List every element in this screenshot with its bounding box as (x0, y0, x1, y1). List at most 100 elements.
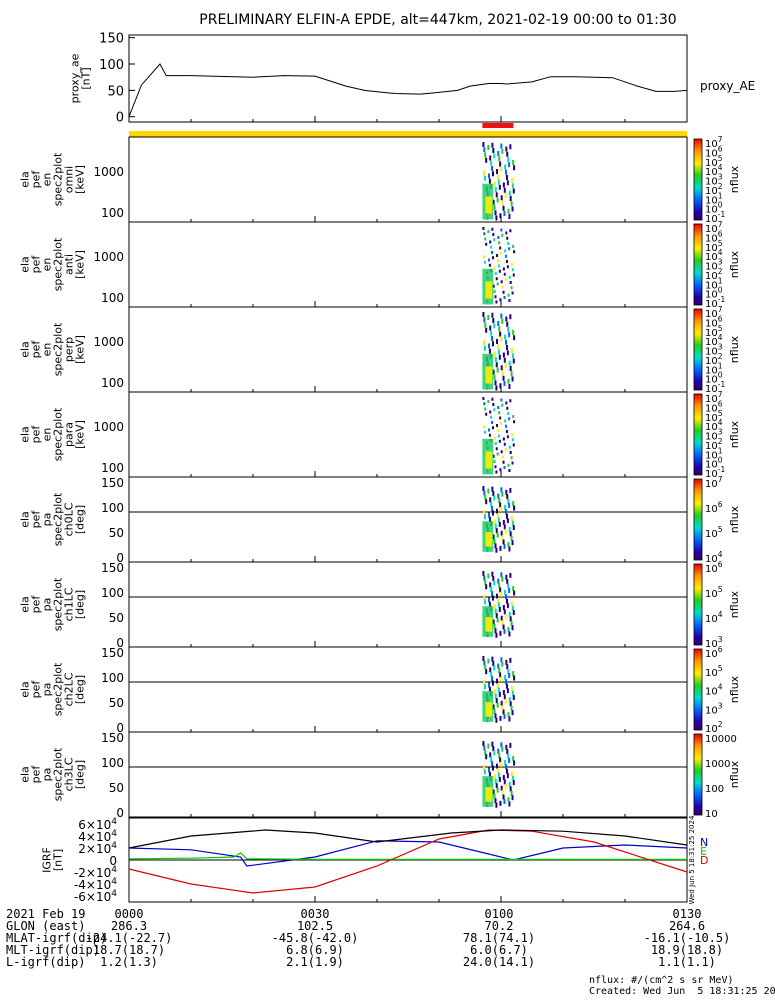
spectrogram-pixel (498, 326, 501, 332)
colorbar-tick-label: 103 (705, 258, 723, 273)
spectrogram-pixel (510, 371, 513, 377)
spectrogram-pixel (500, 742, 503, 748)
spectrogram-pixel (508, 417, 511, 421)
spectrogram-pixel (500, 530, 503, 536)
spectrogram-pixel (483, 509, 486, 515)
spectrogram-pixel (506, 494, 509, 500)
spectrogram-pixel (492, 284, 495, 288)
colorbar-tick-label: 1000 (705, 759, 730, 770)
spectrogram-pixel (489, 752, 492, 758)
axis-label-line: ela (19, 426, 32, 443)
colorbar-label: nflux (728, 420, 741, 448)
spectrogram-pixel (499, 800, 502, 806)
colorbar-label: nflux (728, 505, 741, 533)
proxy-ae-legend: proxy_AE (700, 79, 755, 93)
spectrogram-pixel (497, 772, 500, 778)
spectrogram-pixel (510, 348, 513, 353)
spectrogram-pixel (482, 571, 485, 576)
spectrogram-pixel (510, 790, 513, 796)
spectrogram-pixel (503, 609, 506, 615)
spectrogram-pixel (512, 160, 515, 165)
spectrogram-pixel (483, 660, 486, 666)
spectrogram-pixel (512, 610, 515, 616)
spectrogram-pixel (494, 210, 497, 216)
spectrogram-pixel (505, 768, 508, 774)
spectrogram-pixel (512, 671, 515, 677)
footer-row-label: GLON (east) (6, 919, 86, 933)
spectrogram-pixel (501, 148, 504, 154)
axis-label-line: omni (63, 166, 76, 193)
spectrogram-pixel (506, 406, 509, 410)
spectrogram-pixel (505, 598, 508, 604)
spectrogram-pixel (483, 599, 486, 605)
spectrogram-pixel (490, 501, 493, 507)
spectrogram-pixel (494, 295, 497, 299)
spectrogram-pixel (498, 497, 501, 503)
axis-label-line: [nT] (80, 67, 93, 89)
spectrogram-pixel (512, 330, 515, 335)
spectrogram-pixel (510, 178, 513, 183)
spectrogram-pixel (487, 400, 490, 403)
spectrogram-pixel (482, 486, 485, 491)
spectrogram-pixel (510, 620, 513, 626)
spectrogram-pixel (508, 275, 511, 279)
spectrogram-pixel (501, 790, 504, 796)
spectrogram-pixel (484, 749, 487, 755)
spectrogram-pixel (493, 351, 496, 357)
spectrogram-core-peak (485, 617, 493, 632)
spectrogram-pixel (510, 201, 513, 207)
spectrogram-pixel (509, 314, 512, 320)
spectrogram-pixel (511, 376, 514, 382)
pa-ytick: 50 (109, 611, 124, 625)
igrf-series-E (128, 852, 687, 860)
spectrogram-pixel (511, 438, 514, 442)
spectrogram-pixel (504, 419, 507, 423)
axis-label-line: pef (30, 340, 43, 359)
spectrogram-pixel (503, 272, 506, 276)
spectrogram-pixel (496, 169, 499, 174)
spectrogram-pixel (499, 672, 502, 678)
axis-label-line: pa (41, 683, 54, 697)
spectrogram-pixel (487, 767, 490, 773)
spectrogram-pixel (499, 630, 502, 636)
spectrogram-pixel (511, 461, 514, 465)
spectrogram-pixel (497, 434, 500, 438)
spectrogram-pixel (503, 628, 506, 634)
spectrogram-pixel (487, 258, 490, 262)
spectrogram-pixel (491, 251, 494, 254)
colorbar-tick-label: 104 (705, 333, 723, 348)
spectrogram-pixel (484, 407, 487, 411)
spectrogram-pixel (500, 195, 503, 201)
spectrogram-pixel (510, 456, 513, 460)
spectrogram-pixel (511, 605, 514, 611)
spectrogram-pixel (500, 487, 503, 493)
spectrogram-pixel (485, 157, 488, 163)
spectrogram-pixel (506, 321, 509, 327)
spectrogram-pixel (505, 424, 508, 428)
spectrogram-pixel (496, 593, 499, 599)
spectrogram-pixel (508, 631, 511, 637)
spectrogram-pixel (491, 506, 494, 512)
spectrogram-pixel (500, 572, 503, 578)
spectrogram-pixel (492, 341, 495, 347)
spectrogram-pixel (496, 174, 499, 180)
igrf-ytick: 4×104 (78, 829, 117, 844)
spectrogram-pixel (487, 315, 490, 320)
spectrogram-pixel (490, 245, 493, 249)
colorbar-tick-label: 101 (705, 361, 723, 376)
spectrogram-pixel (501, 705, 504, 711)
spectrogram-pixel (496, 508, 499, 514)
spectrogram-pixel (492, 661, 495, 667)
footer-cell: -24.1(-22.7) (85, 931, 173, 945)
spectrogram-pixel (496, 424, 499, 427)
axis-label-line: pef (30, 595, 43, 614)
pa-ytick: 50 (109, 526, 124, 540)
spectrogram-pixel (504, 278, 507, 281)
spectrogram-pixel (483, 764, 486, 770)
colorbar-tick-label: 105 (705, 239, 723, 254)
spectrogram-pixel (512, 756, 515, 762)
axis-label-line: [deg] (74, 505, 87, 534)
colorbar-label: nflux (728, 335, 741, 363)
igrf-ylabel: IGRF[nT] (41, 847, 65, 873)
spectrogram-pixel (497, 321, 500, 326)
